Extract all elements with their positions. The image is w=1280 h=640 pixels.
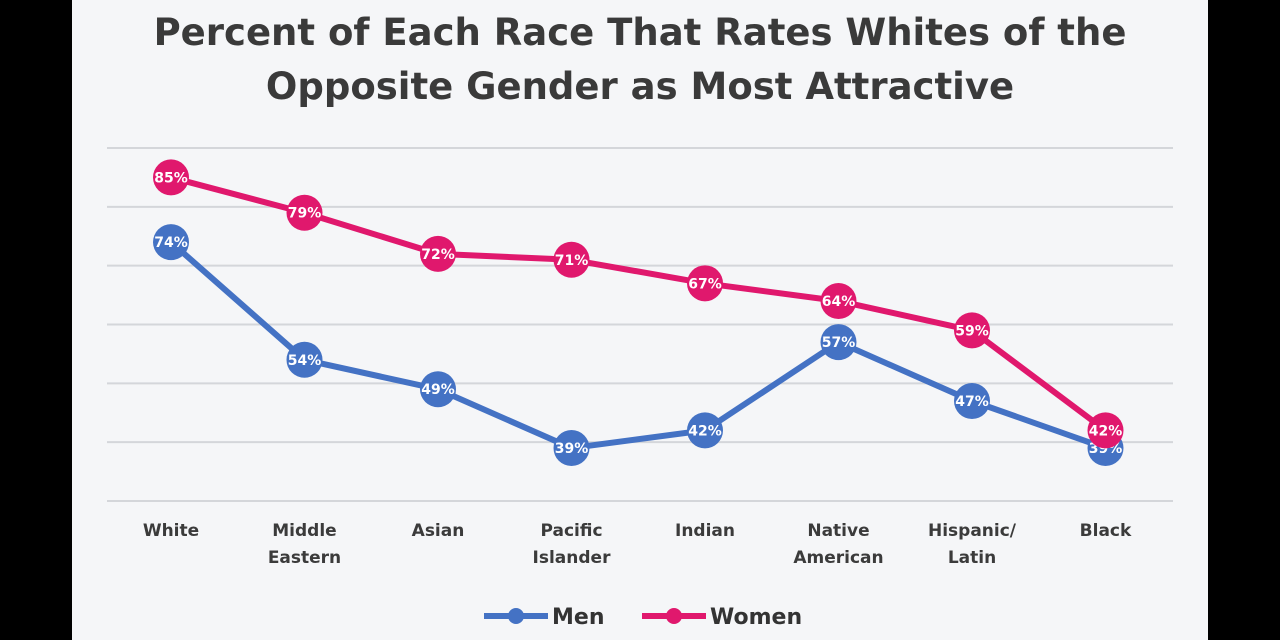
data-point-women: 42%	[1087, 412, 1124, 449]
point-label: 42%	[1089, 423, 1123, 439]
data-point-women: 85%	[153, 159, 189, 196]
chart-title-line-2: Opposite Gender as Most Attractive	[265, 65, 1015, 108]
point-label: 71%	[555, 253, 589, 269]
data-point-men: 57%	[820, 324, 857, 361]
point-label: 64%	[822, 294, 856, 310]
x-axis-label: Middle Eastern	[268, 521, 341, 568]
point-marker	[954, 312, 990, 349]
legend-marker	[508, 608, 524, 624]
legend: Men Women	[484, 605, 802, 630]
point-marker	[420, 235, 456, 272]
data-point-women: 59%	[954, 312, 990, 349]
series-line-men	[168, 239, 1109, 452]
point-label: 59%	[955, 323, 989, 339]
point-marker	[687, 412, 723, 449]
point-label: 74%	[154, 235, 188, 251]
series-line-women	[168, 174, 1109, 434]
data-point-women: 67%	[687, 265, 723, 302]
legend-label: Men	[552, 605, 604, 630]
point-marker	[687, 265, 723, 302]
legend-item-men: Men	[484, 605, 604, 630]
point-marker	[553, 241, 590, 278]
point-label: 79%	[288, 206, 322, 222]
line-chart: 74%54%49%39%42%57%47%39%85%79%72% 71%67%6…	[107, 147, 1173, 630]
x-axis-label: Indian	[675, 521, 735, 541]
x-axis-label: Asian	[412, 521, 465, 541]
legend-item-women: Women	[642, 605, 802, 630]
point-label: 72%	[421, 247, 455, 263]
data-point-women: 72%	[420, 235, 456, 272]
chart-title: Percent of Each Race That Rates Whites o…	[72, 6, 1208, 114]
point-label: 57%	[822, 335, 856, 351]
point-marker	[153, 159, 189, 196]
series-lines	[168, 174, 1109, 452]
x-axis-label: Native American	[793, 521, 883, 568]
data-point-men: 74%	[153, 224, 189, 261]
point-marker	[286, 194, 323, 231]
point-label: 85%	[154, 170, 188, 186]
point-label: 67%	[688, 276, 722, 292]
point-label: 49%	[421, 382, 455, 398]
x-axis-label: Hispanic/Latin	[928, 521, 1017, 568]
x-axis-label: Pacific Islander	[533, 521, 612, 568]
legend-label: Women	[710, 605, 802, 630]
point-marker	[820, 324, 857, 361]
data-point-men: 39%	[553, 430, 590, 467]
point-marker	[286, 341, 323, 378]
point-marker	[1087, 412, 1124, 449]
point-marker	[553, 430, 590, 467]
point-label: 42%	[688, 423, 722, 439]
point-marker	[153, 224, 189, 261]
x-axis-label: White	[143, 521, 199, 541]
slide: Percent of Each Race That Rates Whites o…	[72, 0, 1208, 640]
x-axis-label: Black	[1080, 521, 1132, 541]
data-point-men: 54%	[286, 341, 323, 378]
data-point-women: 71%	[553, 241, 590, 278]
point-label: 54%	[288, 353, 322, 369]
point-marker	[420, 371, 456, 408]
data-point-women: 64%	[820, 282, 857, 319]
chart-title-line-1: Percent of Each Race That Rates Whites o…	[153, 11, 1127, 54]
data-point-men: 49%	[420, 371, 456, 408]
data-point-women: 79%	[286, 194, 323, 231]
data-point-men: 47%	[954, 382, 990, 419]
point-marker	[820, 282, 857, 319]
data-points: 74%54%49%39%42%57%47%39%85%79%72% 71%67%6…	[153, 159, 1124, 467]
point-label: 39%	[555, 441, 589, 457]
x-axis-labels: White Middle Eastern Asian Pacific Islander In…	[143, 521, 1132, 568]
point-label: 47%	[955, 394, 989, 410]
data-point-men: 42%	[687, 412, 723, 449]
point-marker	[954, 382, 990, 419]
legend-marker	[666, 608, 682, 624]
